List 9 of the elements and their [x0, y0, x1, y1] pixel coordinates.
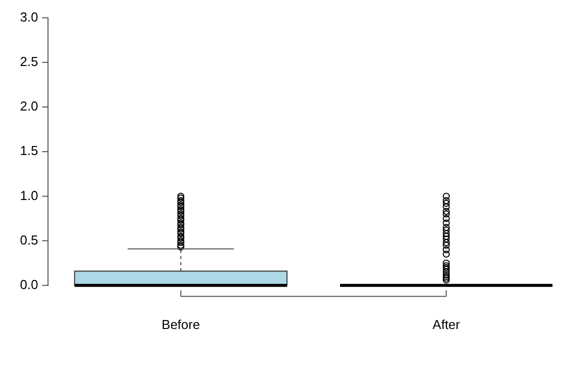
y-tick-label: 0.0: [20, 276, 38, 292]
x-tick-label: After: [432, 316, 461, 332]
x-tick-label: Before: [162, 316, 200, 332]
y-tick-label: 1.5: [20, 143, 38, 158]
y-tick-label: 2.0: [20, 98, 38, 114]
y-tick-label: 2.5: [20, 54, 38, 69]
y-tick-label: 3.0: [20, 9, 38, 24]
y-tick-label: 0.5: [20, 232, 38, 248]
y-tick-label: 1.0: [20, 188, 38, 203]
